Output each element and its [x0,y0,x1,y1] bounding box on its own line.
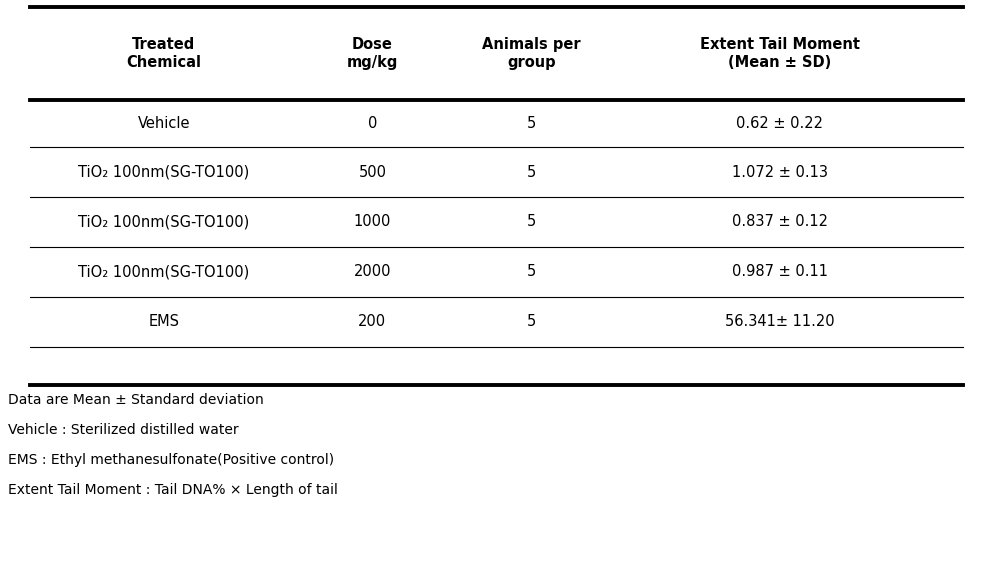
Text: 5: 5 [526,215,536,229]
Text: Extent Tail Moment
(Mean ± SD): Extent Tail Moment (Mean ± SD) [699,37,860,70]
Text: 56.341± 11.20: 56.341± 11.20 [725,314,834,329]
Text: 2000: 2000 [354,264,391,279]
Text: TiO₂ 100nm(SG-TO100): TiO₂ 100nm(SG-TO100) [78,215,249,229]
Text: 1.072 ± 0.13: 1.072 ± 0.13 [732,165,827,179]
Text: Dose
mg/kg: Dose mg/kg [347,37,398,70]
Text: 0.62 ± 0.22: 0.62 ± 0.22 [736,116,823,131]
Text: 0: 0 [367,116,377,131]
Text: 500: 500 [358,165,386,179]
Text: Data are Mean ± Standard deviation: Data are Mean ± Standard deviation [8,393,264,407]
Text: 5: 5 [526,116,536,131]
Text: 0.837 ± 0.12: 0.837 ± 0.12 [732,215,827,229]
Text: TiO₂ 100nm(SG-TO100): TiO₂ 100nm(SG-TO100) [78,165,249,179]
Text: 5: 5 [526,264,536,279]
Text: Vehicle : Sterilized distilled water: Vehicle : Sterilized distilled water [8,423,238,437]
Text: EMS: EMS [148,314,180,329]
Text: Treated
Chemical: Treated Chemical [126,37,202,70]
Text: 5: 5 [526,314,536,329]
Text: 1000: 1000 [354,215,391,229]
Text: 5: 5 [526,165,536,179]
Text: Extent Tail Moment : Tail DNA% × Length of tail: Extent Tail Moment : Tail DNA% × Length … [8,483,338,497]
Text: 0.987 ± 0.11: 0.987 ± 0.11 [732,264,827,279]
Text: 200: 200 [358,314,386,329]
Text: TiO₂ 100nm(SG-TO100): TiO₂ 100nm(SG-TO100) [78,264,249,279]
Text: Animals per
group: Animals per group [482,37,581,70]
Text: EMS : Ethyl methanesulfonate(Positive control): EMS : Ethyl methanesulfonate(Positive co… [8,453,334,467]
Text: Vehicle: Vehicle [138,116,190,131]
